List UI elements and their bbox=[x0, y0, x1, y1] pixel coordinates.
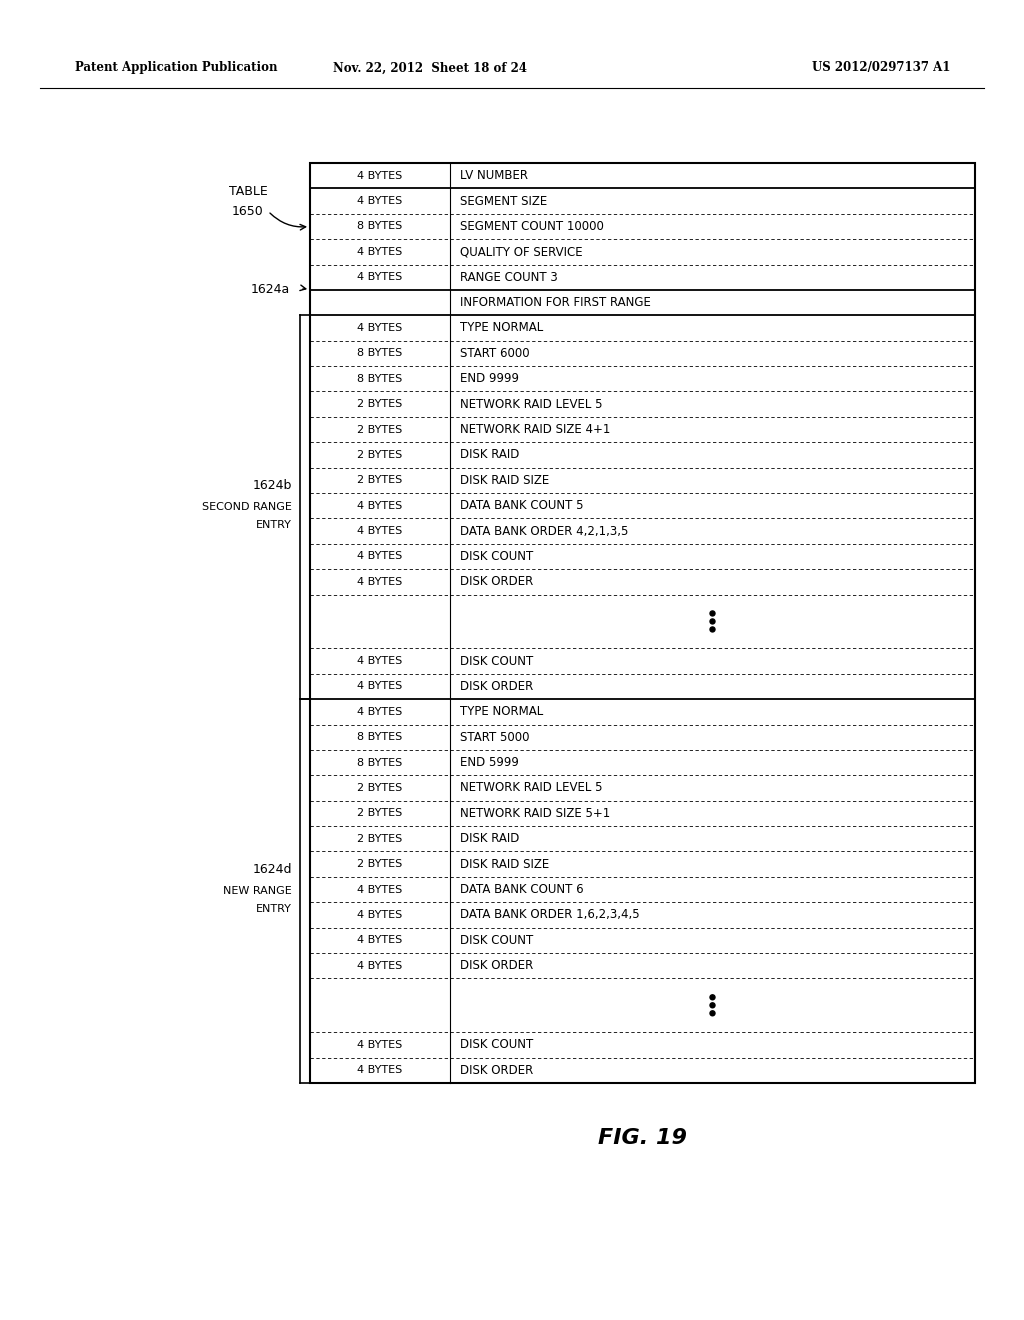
Text: 4 BYTES: 4 BYTES bbox=[357, 323, 402, 333]
Text: 4 BYTES: 4 BYTES bbox=[357, 936, 402, 945]
Text: DISK COUNT: DISK COUNT bbox=[460, 933, 534, 946]
Text: DISK COUNT: DISK COUNT bbox=[460, 550, 534, 562]
Text: DISK RAID SIZE: DISK RAID SIZE bbox=[460, 858, 549, 871]
Text: 2 BYTES: 2 BYTES bbox=[357, 808, 402, 818]
Text: 4 BYTES: 4 BYTES bbox=[357, 909, 402, 920]
Text: 4 BYTES: 4 BYTES bbox=[357, 197, 402, 206]
Text: 1624a: 1624a bbox=[251, 284, 290, 297]
Text: 1624d: 1624d bbox=[253, 862, 292, 875]
Text: END 9999: END 9999 bbox=[460, 372, 519, 385]
Text: 4 BYTES: 4 BYTES bbox=[357, 500, 402, 511]
Text: 2 BYTES: 2 BYTES bbox=[357, 783, 402, 793]
Text: 8 BYTES: 8 BYTES bbox=[357, 758, 402, 768]
Text: 2 BYTES: 2 BYTES bbox=[357, 834, 402, 843]
Text: 4 BYTES: 4 BYTES bbox=[357, 1040, 402, 1049]
Text: 4 BYTES: 4 BYTES bbox=[357, 884, 402, 895]
Text: NETWORK RAID LEVEL 5: NETWORK RAID LEVEL 5 bbox=[460, 397, 602, 411]
Text: DATA BANK ORDER 4,2,1,3,5: DATA BANK ORDER 4,2,1,3,5 bbox=[460, 524, 629, 537]
Text: 8 BYTES: 8 BYTES bbox=[357, 348, 402, 358]
Text: SECOND RANGE: SECOND RANGE bbox=[202, 502, 292, 512]
Bar bbox=[310, 162, 975, 1082]
Text: Nov. 22, 2012  Sheet 18 of 24: Nov. 22, 2012 Sheet 18 of 24 bbox=[333, 62, 527, 74]
Text: TYPE NORMAL: TYPE NORMAL bbox=[460, 705, 544, 718]
Text: 4 BYTES: 4 BYTES bbox=[357, 681, 402, 692]
Text: 2 BYTES: 2 BYTES bbox=[357, 475, 402, 486]
Circle shape bbox=[710, 995, 715, 999]
Text: LV NUMBER: LV NUMBER bbox=[460, 169, 528, 182]
Circle shape bbox=[710, 611, 715, 616]
Text: Patent Application Publication: Patent Application Publication bbox=[75, 62, 278, 74]
Text: 4 BYTES: 4 BYTES bbox=[357, 170, 402, 181]
Text: SEGMENT SIZE: SEGMENT SIZE bbox=[460, 194, 547, 207]
Text: END 5999: END 5999 bbox=[460, 756, 519, 770]
Text: DATA BANK COUNT 6: DATA BANK COUNT 6 bbox=[460, 883, 584, 896]
Text: FIG. 19: FIG. 19 bbox=[598, 1129, 687, 1148]
Text: NEW RANGE: NEW RANGE bbox=[223, 886, 292, 896]
Text: INFORMATION FOR FIRST RANGE: INFORMATION FOR FIRST RANGE bbox=[460, 296, 651, 309]
Text: 1650: 1650 bbox=[232, 205, 264, 218]
Text: ENTRY: ENTRY bbox=[256, 520, 292, 531]
Text: 2 BYTES: 2 BYTES bbox=[357, 399, 402, 409]
Text: ENTRY: ENTRY bbox=[256, 904, 292, 913]
Circle shape bbox=[710, 627, 715, 632]
Circle shape bbox=[710, 1003, 715, 1007]
Circle shape bbox=[710, 1011, 715, 1016]
Text: NETWORK RAID SIZE 5+1: NETWORK RAID SIZE 5+1 bbox=[460, 807, 610, 820]
Text: 4 BYTES: 4 BYTES bbox=[357, 247, 402, 257]
Text: 8 BYTES: 8 BYTES bbox=[357, 733, 402, 742]
Circle shape bbox=[710, 619, 715, 624]
Text: DISK ORDER: DISK ORDER bbox=[460, 960, 534, 972]
Text: DISK COUNT: DISK COUNT bbox=[460, 655, 534, 668]
Text: 8 BYTES: 8 BYTES bbox=[357, 222, 402, 231]
Text: QUALITY OF SERVICE: QUALITY OF SERVICE bbox=[460, 246, 583, 259]
Text: DISK ORDER: DISK ORDER bbox=[460, 1064, 534, 1077]
Text: 1624b: 1624b bbox=[253, 479, 292, 492]
Text: DATA BANK COUNT 5: DATA BANK COUNT 5 bbox=[460, 499, 584, 512]
Text: 4 BYTES: 4 BYTES bbox=[357, 527, 402, 536]
Text: TYPE NORMAL: TYPE NORMAL bbox=[460, 322, 544, 334]
Text: START 6000: START 6000 bbox=[460, 347, 529, 360]
Text: 4 BYTES: 4 BYTES bbox=[357, 1065, 402, 1076]
Text: DISK ORDER: DISK ORDER bbox=[460, 576, 534, 589]
Text: 8 BYTES: 8 BYTES bbox=[357, 374, 402, 384]
Text: 2 BYTES: 2 BYTES bbox=[357, 425, 402, 434]
Text: RANGE COUNT 3: RANGE COUNT 3 bbox=[460, 271, 558, 284]
Text: DISK RAID: DISK RAID bbox=[460, 449, 519, 462]
Text: DISK ORDER: DISK ORDER bbox=[460, 680, 534, 693]
Text: 4 BYTES: 4 BYTES bbox=[357, 552, 402, 561]
Text: 4 BYTES: 4 BYTES bbox=[357, 706, 402, 717]
Text: 2 BYTES: 2 BYTES bbox=[357, 450, 402, 459]
Text: TABLE: TABLE bbox=[228, 185, 267, 198]
Text: DISK RAID: DISK RAID bbox=[460, 832, 519, 845]
Text: 4 BYTES: 4 BYTES bbox=[357, 577, 402, 587]
Text: DATA BANK ORDER 1,6,2,3,4,5: DATA BANK ORDER 1,6,2,3,4,5 bbox=[460, 908, 640, 921]
Text: 2 BYTES: 2 BYTES bbox=[357, 859, 402, 869]
Text: NETWORK RAID SIZE 4+1: NETWORK RAID SIZE 4+1 bbox=[460, 422, 610, 436]
Text: DISK RAID SIZE: DISK RAID SIZE bbox=[460, 474, 549, 487]
Text: DISK COUNT: DISK COUNT bbox=[460, 1039, 534, 1052]
Text: NETWORK RAID LEVEL 5: NETWORK RAID LEVEL 5 bbox=[460, 781, 602, 795]
Text: START 5000: START 5000 bbox=[460, 731, 529, 743]
Text: 4 BYTES: 4 BYTES bbox=[357, 656, 402, 667]
Text: US 2012/0297137 A1: US 2012/0297137 A1 bbox=[812, 62, 950, 74]
Text: 4 BYTES: 4 BYTES bbox=[357, 961, 402, 970]
Text: 4 BYTES: 4 BYTES bbox=[357, 272, 402, 282]
Text: SEGMENT COUNT 10000: SEGMENT COUNT 10000 bbox=[460, 220, 604, 232]
